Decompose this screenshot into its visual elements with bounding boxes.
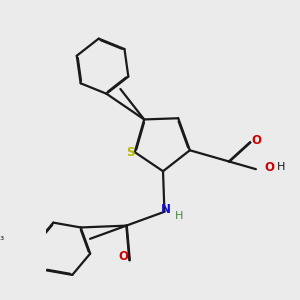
Text: O: O bbox=[118, 250, 129, 263]
Text: CH₃: CH₃ bbox=[0, 232, 4, 242]
Text: S: S bbox=[126, 146, 134, 159]
Text: O: O bbox=[251, 134, 261, 147]
Text: O: O bbox=[264, 161, 274, 174]
Text: H: H bbox=[277, 162, 285, 172]
Text: N: N bbox=[161, 203, 171, 216]
Text: H: H bbox=[175, 212, 183, 221]
